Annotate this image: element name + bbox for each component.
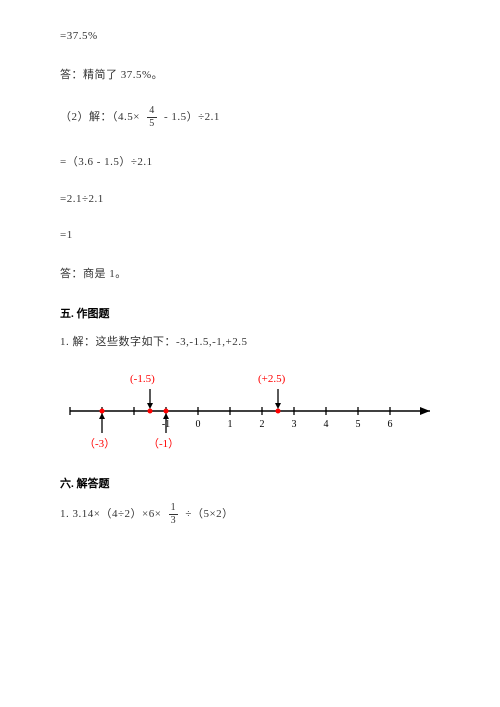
- answer-line: 答：精简了 37.5%。: [60, 66, 440, 82]
- problem-line: 1. 3.14×（4÷2）×6× 1 3 ÷（5×2）: [60, 503, 440, 526]
- answer-line: 答：商是 1。: [60, 265, 440, 281]
- fraction-numerator: 4: [147, 106, 157, 118]
- svg-text:4: 4: [324, 419, 329, 430]
- problem-2-line: （2）解：（4.5× 4 5 - 1.5）÷2.1: [60, 106, 440, 129]
- text-fragment: - 1.5）÷2.1: [164, 111, 220, 123]
- fraction: 4 5: [147, 106, 157, 129]
- svg-text:6: 6: [388, 419, 393, 430]
- problem-line: 1. 解：这些数字如下：-3,-1.5,-1,+2.5: [60, 333, 440, 349]
- number-line-label: (-1.5): [130, 373, 155, 385]
- number-line-label: (+2.5): [258, 373, 285, 385]
- number-line-label: （-1）: [148, 435, 179, 451]
- fraction: 1 3: [169, 503, 179, 526]
- text-fragment: （2）解：（4.5×: [60, 111, 140, 123]
- svg-text:0: 0: [196, 419, 201, 430]
- svg-text:3: 3: [292, 419, 297, 430]
- step-line: =1: [60, 229, 440, 241]
- number-line-figure: -10123456 (-1.5)(+2.5)（-3）（-1）: [60, 361, 440, 451]
- section-5-title: 五. 作图题: [60, 305, 440, 321]
- number-line-label: （-3）: [84, 435, 115, 451]
- text-fragment: 1. 3.14×（4÷2）×6×: [60, 508, 161, 520]
- number-line-svg: -10123456: [60, 361, 440, 451]
- step-line: =2.1÷2.1: [60, 193, 440, 205]
- fraction-denominator: 3: [169, 515, 179, 526]
- fraction-denominator: 5: [147, 118, 157, 129]
- text-fragment: ÷（5×2）: [185, 508, 233, 520]
- fraction-numerator: 1: [169, 503, 179, 515]
- svg-text:1: 1: [228, 419, 233, 430]
- svg-text:5: 5: [356, 419, 361, 430]
- svg-text:2: 2: [260, 419, 265, 430]
- section-6-title: 六. 解答题: [60, 475, 440, 491]
- step-line: =（3.6 - 1.5）÷2.1: [60, 153, 440, 169]
- step-line: =37.5%: [60, 30, 440, 42]
